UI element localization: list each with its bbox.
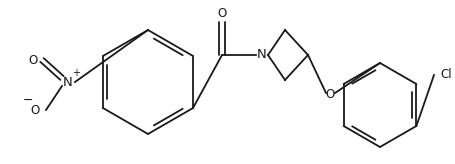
Text: O: O <box>31 103 40 116</box>
Text: N: N <box>63 75 73 89</box>
Text: O: O <box>325 89 334 102</box>
Text: O: O <box>29 53 38 66</box>
Text: −: − <box>23 93 33 106</box>
Text: N: N <box>257 49 267 62</box>
Text: Cl: Cl <box>440 69 452 82</box>
Text: O: O <box>217 7 227 20</box>
Text: +: + <box>72 68 80 78</box>
